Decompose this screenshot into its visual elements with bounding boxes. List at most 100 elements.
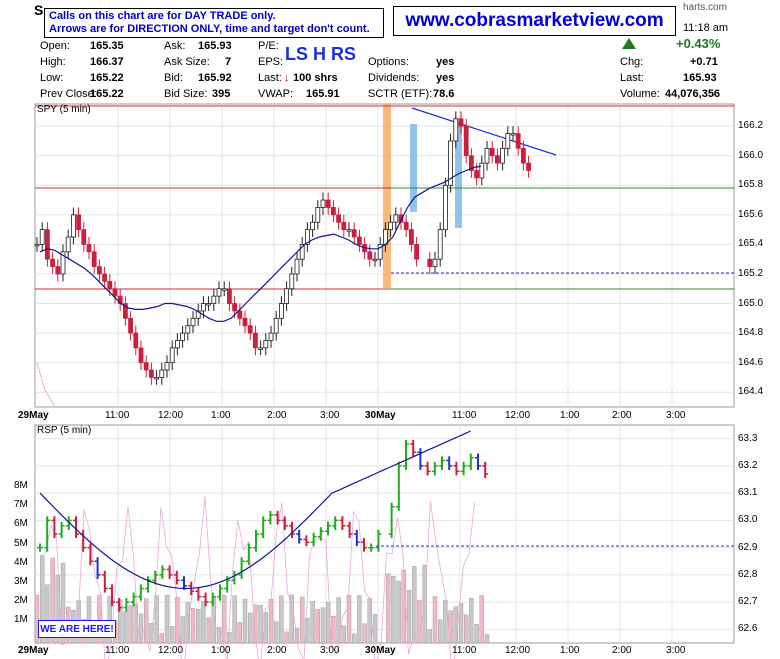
rsp-y-tick: 62.9 xyxy=(738,541,758,553)
candle-body xyxy=(174,340,180,349)
volume-bar xyxy=(479,595,484,644)
candle-body xyxy=(427,258,433,267)
spy-x-tick: 30May xyxy=(365,410,396,421)
candle-body xyxy=(289,273,295,290)
volume-bar xyxy=(159,633,165,644)
low-value: 165.22 xyxy=(90,72,124,84)
pct-change: +0.43% xyxy=(676,36,721,51)
rsp-panel-title: RSP (5 min) xyxy=(37,425,92,436)
candle-body xyxy=(216,288,222,297)
candle-body xyxy=(169,347,175,364)
volume-bar xyxy=(310,601,315,644)
volume-bar xyxy=(484,634,490,644)
candle-body xyxy=(367,251,373,260)
volume-bar xyxy=(86,596,92,644)
last2-value: 165.93 xyxy=(683,72,717,84)
candle-body xyxy=(388,221,394,231)
candle-body xyxy=(414,244,420,260)
volume-bar xyxy=(50,557,55,644)
vwap-label: VWAP: xyxy=(258,88,294,100)
volume-bar xyxy=(138,613,144,644)
volume-bar xyxy=(432,596,438,644)
candle-body xyxy=(489,147,495,157)
pe-label: P/E: xyxy=(258,40,279,52)
website-banner[interactable]: www.cobrasmarketview.com xyxy=(393,6,676,36)
last2-label: Last: xyxy=(620,72,644,84)
rsp-x-tick: 12:00 xyxy=(505,645,531,656)
volume-y-tick: 2M xyxy=(14,595,28,607)
spy-panel-title: SPY (5 min) xyxy=(37,104,91,115)
spy-x-tick: 29May xyxy=(18,410,49,421)
rsp-y-tick: 62.7 xyxy=(738,596,758,608)
volume-bar xyxy=(464,614,469,644)
rsp-y-tick: 63.3 xyxy=(738,432,758,444)
rsp-x-tick: 3:00 xyxy=(666,645,686,656)
spy-x-tick: 3:00 xyxy=(320,410,340,421)
volume-bar xyxy=(458,603,464,644)
candle-body xyxy=(442,184,448,231)
rsp-y-tick: 63.1 xyxy=(738,487,758,499)
candle-body xyxy=(71,214,76,238)
rsp-x-tick: 1:00 xyxy=(211,645,231,656)
faint-pink-line xyxy=(36,362,56,408)
rsp-x-tick: 29May xyxy=(18,645,49,656)
chg-label: Chg: xyxy=(620,56,644,68)
candle-body xyxy=(76,214,81,231)
spy-y-tick: 164.4 xyxy=(738,386,764,398)
quote-header: S Calls on this chart are for DAY TRADE … xyxy=(0,0,780,103)
bid-label: Bid: xyxy=(164,72,183,84)
volume-bar xyxy=(386,573,391,644)
candle-body xyxy=(148,369,154,378)
candle-body xyxy=(479,162,485,179)
volume-bar xyxy=(268,599,274,644)
we-are-here-label: WE ARE HERE! xyxy=(38,620,116,638)
last-shrs-value: 100 shrs xyxy=(293,72,338,84)
volume-bar xyxy=(315,609,320,644)
disclaimer-line-2: Arrows are for DIRECTION ONLY, time and … xyxy=(49,23,370,35)
volume-bar xyxy=(320,607,326,644)
volume-label: Volume: xyxy=(620,88,660,100)
volume-bar xyxy=(331,615,336,644)
rsp-y-tick: 63.0 xyxy=(738,514,758,526)
volume-bar xyxy=(372,614,378,644)
candle-body xyxy=(123,303,128,319)
candle-body xyxy=(453,118,459,142)
volume-bar xyxy=(401,569,406,644)
volume-bar xyxy=(247,612,253,644)
bid-value: 165.92 xyxy=(198,72,232,84)
brand-fragment: harts.com xyxy=(683,2,727,13)
spy-y-tick: 164.6 xyxy=(738,356,764,368)
rsp-x-tick: 30May xyxy=(365,645,396,656)
volume-bar xyxy=(453,606,458,644)
spy-y-tick: 165.0 xyxy=(738,297,764,309)
candle-body xyxy=(39,229,45,245)
volume-bar xyxy=(300,596,305,644)
volume-bar xyxy=(443,600,448,644)
spy-y-tick: 165.6 xyxy=(738,208,764,220)
spy-x-tick: 11:00 xyxy=(452,410,477,421)
high-label: High: xyxy=(40,56,66,68)
candle-body xyxy=(190,317,196,327)
candle-body xyxy=(336,214,342,223)
bidsize-label: Bid Size: xyxy=(164,88,208,100)
candle-body xyxy=(55,266,61,275)
candle-body xyxy=(50,258,55,267)
volume-bar xyxy=(190,607,196,644)
candle-body xyxy=(284,288,290,304)
rsp-y-tick: 62.8 xyxy=(738,568,758,580)
chg-value: +0.71 xyxy=(690,56,718,68)
candle-body xyxy=(138,347,144,364)
volume-bar xyxy=(123,611,128,644)
candle-body xyxy=(515,133,521,149)
candle-body xyxy=(294,258,300,275)
volume-bar xyxy=(221,594,227,644)
candle-body xyxy=(325,199,331,208)
candle-body xyxy=(86,244,92,253)
candle-body xyxy=(437,229,443,260)
candle-body xyxy=(448,140,454,186)
asksize-value: 7 xyxy=(225,56,232,68)
volume-bar xyxy=(406,589,412,644)
open-value: 165.35 xyxy=(90,40,124,52)
spy-x-tick: 12:00 xyxy=(505,410,531,421)
disclaimer-line-1: Calls on this chart are for DAY TRADE on… xyxy=(49,10,276,22)
